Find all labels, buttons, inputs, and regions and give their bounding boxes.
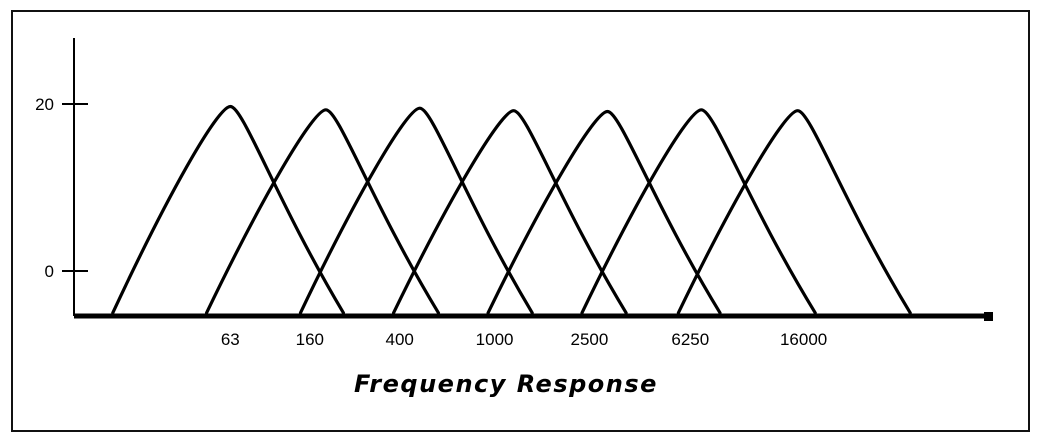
y-tick-label-0: 0 [45, 262, 54, 281]
response-curve-1000 [392, 109, 628, 315]
y-tick-label-20: 20 [35, 95, 54, 114]
x-tick-label-400: 400 [386, 330, 414, 349]
response-curve-16000 [676, 109, 912, 315]
x-axis-end-marker [984, 312, 993, 321]
x-tick-label-1000: 1000 [476, 330, 514, 349]
x-tick-label-16000: 16000 [780, 330, 827, 349]
response-curve-2500 [486, 109, 722, 315]
response-curve-63 [111, 104, 345, 315]
chart-title: Frequency Response [354, 370, 658, 398]
chart-frame [11, 10, 1030, 432]
response-curve-6250 [580, 108, 817, 315]
x-axis-tick-labels: 63 160 400 1000 2500 6250 16000 [221, 330, 827, 349]
response-curve-160 [205, 108, 440, 315]
x-tick-label-6250: 6250 [671, 330, 709, 349]
x-tick-label-63: 63 [221, 330, 240, 349]
response-curve-400 [298, 106, 534, 315]
x-tick-label-160: 160 [296, 330, 324, 349]
y-axis-ticks: 0 20 [35, 95, 88, 281]
x-tick-label-2500: 2500 [570, 330, 608, 349]
response-curves [111, 104, 912, 315]
